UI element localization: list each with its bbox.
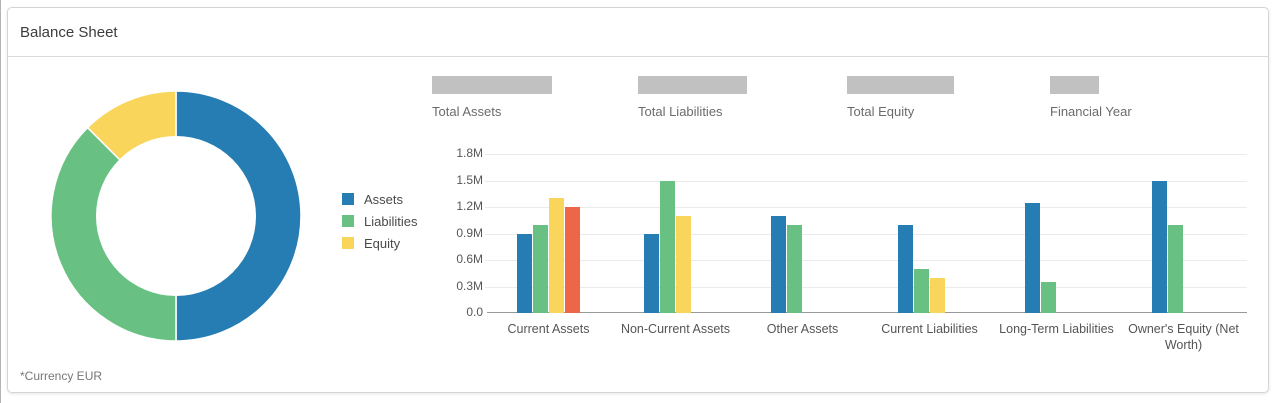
kpi-label: Total Liabilities — [638, 104, 723, 119]
y-axis-tick-label: 1.2M — [456, 199, 483, 213]
bar[interactable] — [517, 233, 533, 313]
legend-item-equity[interactable]: Equity — [342, 232, 417, 254]
x-axis-line — [487, 312, 1247, 313]
kpi-label: Financial Year — [1050, 104, 1132, 119]
card-header: Balance Sheet — [8, 8, 1268, 57]
kpi-tile-financial-year: Financial Year — [1050, 76, 1132, 119]
chart-legend: Assets Liabilities Equity — [342, 188, 417, 254]
gridline — [485, 260, 1247, 261]
kpi-label: Total Equity — [847, 104, 915, 119]
x-axis-category-label: Long-Term Liabilities — [999, 322, 1114, 336]
x-axis-category-label: Other Assets — [766, 322, 839, 336]
legend-label: Liabilities — [364, 213, 418, 229]
kpi-loading-placeholder — [1050, 76, 1099, 94]
bar[interactable] — [660, 180, 676, 313]
legend-swatch-icon — [342, 193, 354, 205]
x-axis-category-label: Owner's Equity (Net Worth) — [1128, 322, 1239, 353]
legend-swatch-icon — [342, 237, 354, 249]
page-left-border — [0, 0, 1, 403]
kpi-loading-placeholder — [847, 76, 954, 94]
y-axis-tick-label: 0.0 — [466, 305, 483, 319]
balance-sheet-card: Balance Sheet *Currency EUR Assets Liabil… — [7, 7, 1269, 393]
bar[interactable] — [1168, 224, 1184, 313]
legend-swatch-icon — [342, 215, 354, 227]
donut-hole — [96, 136, 256, 296]
kpi-tile-total-liabilities: Total Liabilities — [638, 76, 747, 119]
legend-item-assets[interactable]: Assets — [342, 188, 417, 210]
y-axis-tick-label: 1.8M — [456, 146, 483, 160]
y-axis-tick-label: 1.5M — [456, 172, 483, 187]
bar-chart-plot-area — [485, 154, 1247, 313]
card-content: *Currency EUR Assets Liabilities Equity To… — [8, 57, 1268, 392]
bar[interactable] — [1152, 180, 1168, 313]
bar[interactable] — [914, 268, 930, 313]
x-axis-category-label: Non-Current Assets — [620, 322, 731, 336]
legend-label: Assets — [364, 191, 404, 207]
bar[interactable] — [644, 233, 660, 313]
bar[interactable] — [675, 215, 691, 313]
bar[interactable] — [929, 277, 945, 313]
y-axis-tick-label: 0.6M — [456, 252, 483, 266]
donut-chart — [50, 90, 302, 342]
bar[interactable] — [1025, 202, 1041, 313]
page-title: Balance Sheet — [20, 23, 118, 41]
gridline — [485, 286, 1247, 288]
bar[interactable] — [1041, 282, 1057, 313]
currency-note: *Currency EUR — [20, 369, 103, 383]
x-axis-category-label: Current Liabilities — [881, 322, 978, 336]
bar[interactable] — [898, 224, 914, 313]
kpi-label: Total Assets — [432, 104, 502, 119]
bar[interactable] — [533, 224, 549, 313]
legend-item-liabilities[interactable]: Liabilities — [342, 210, 417, 232]
kpi-loading-placeholder — [432, 76, 552, 94]
y-axis-tick-label: 0.3M — [456, 278, 483, 293]
gridline — [485, 233, 1247, 235]
bar[interactable] — [548, 198, 564, 313]
gridline — [485, 154, 1247, 155]
kpi-loading-placeholder — [638, 76, 747, 94]
x-axis-category-label: Current Assets — [507, 322, 590, 336]
kpi-tile-total-assets: Total Assets — [432, 76, 552, 119]
y-axis-tick-label: 0.9M — [456, 225, 483, 240]
gridline — [485, 207, 1247, 208]
bar[interactable] — [787, 224, 803, 313]
kpi-tile-total-equity: Total Equity — [847, 76, 954, 119]
bar[interactable] — [564, 207, 580, 313]
bar[interactable] — [771, 215, 787, 313]
gridline — [485, 180, 1247, 182]
legend-label: Equity — [364, 235, 401, 251]
